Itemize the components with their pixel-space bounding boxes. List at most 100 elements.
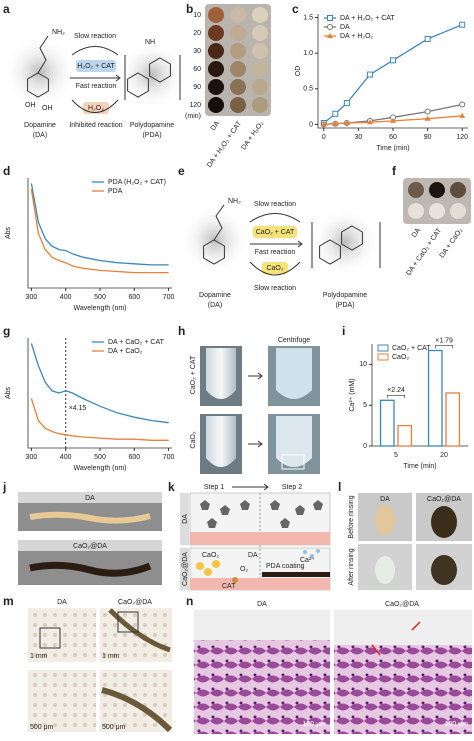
- scheme-e: NH₂ Dopamine (DA) Slow reaction CaO₂ + C…: [181, 198, 381, 309]
- scheme-label: CAT: [222, 583, 236, 590]
- step-label: Step 2: [282, 484, 302, 491]
- dopamine-icons: [200, 500, 323, 528]
- arrow: [250, 240, 303, 248]
- series-line: [30, 188, 169, 274]
- graphic: [295, 505, 305, 515]
- marker: [424, 35, 431, 42]
- x-tick-label: 300: [26, 294, 38, 301]
- tube: [276, 416, 312, 467]
- histology-n: DA CaO₂@DA 100 μm 100 μm: [194, 601, 472, 734]
- well: [208, 61, 224, 77]
- column-label: DA + H₂O₂: [240, 120, 265, 151]
- annotation: ×4.15: [69, 405, 87, 412]
- x-axis-label: Wavelength (nm): [73, 305, 126, 312]
- well: [252, 43, 268, 59]
- arrow: [249, 261, 301, 276]
- sample-label: CaO₂@DA: [118, 599, 152, 606]
- panel-label: j: [2, 480, 6, 494]
- x-tick-label: 600: [128, 294, 140, 301]
- graphic: [334, 610, 472, 645]
- panel-label: h: [178, 324, 185, 338]
- arrow: [248, 372, 263, 448]
- graphic: [194, 610, 330, 640]
- row-label: 30: [193, 48, 201, 55]
- well: [230, 25, 246, 41]
- well: [230, 79, 246, 95]
- well: [252, 61, 268, 77]
- panel-label: a: [3, 2, 10, 16]
- plate-f: DA DA + CaO₂ + CAT DA + CaO₂: [403, 178, 471, 277]
- graphic: [450, 182, 466, 198]
- atom: NH₂: [52, 29, 65, 36]
- y-tick-label: 0: [309, 121, 313, 128]
- atom: NH₂: [228, 198, 241, 205]
- x-tick-label: 700: [163, 454, 175, 461]
- zoom-box: [117, 611, 139, 633]
- graphic: [313, 500, 323, 510]
- graphic: [108, 608, 171, 653]
- panel-label: i: [342, 324, 345, 338]
- marker: [390, 57, 396, 64]
- chart: Wavelength (nm) Abs 300 400 500 600 700 PDA (H₂…: [5, 178, 175, 312]
- series-line: [30, 183, 169, 266]
- annotation: ×2.24: [387, 387, 405, 394]
- bar: [397, 424, 413, 447]
- row-label: CaO₂ + CAT: [190, 355, 197, 394]
- graphic: [429, 203, 445, 219]
- row-label: 120: [189, 102, 201, 109]
- well: [208, 97, 224, 113]
- chart: Wavelength (nm) Abs 300 400 500 600 700 ×4.15 DA…: [5, 338, 175, 472]
- y-tick-label: 0: [363, 443, 367, 450]
- glow: [118, 41, 186, 109]
- graphic: [212, 560, 220, 568]
- scheme-label: O₂: [240, 566, 248, 573]
- graphic: [207, 518, 217, 528]
- arrow: [71, 99, 119, 113]
- photos-j: DA CaO₂@DA: [18, 492, 162, 585]
- scale-bar: 1 mm: [30, 653, 48, 660]
- step-label: Centrifuge: [278, 337, 310, 344]
- marker: [332, 110, 339, 117]
- photos-l: Before rinsing After rinsing DA CaO₂@DA: [348, 493, 472, 590]
- x-tick-label: 60: [389, 134, 397, 141]
- sample: [29, 511, 151, 524]
- graphic: [280, 518, 290, 528]
- scheme-k: Step 1 Step 2 DA CaO₂@DA CaO₂ DA O₂ CAT …: [180, 483, 331, 591]
- reaction-label: Slow reaction: [254, 201, 296, 208]
- glow: [311, 208, 379, 276]
- x-tick-label: 120: [456, 134, 468, 141]
- x-tick-label: 700: [163, 294, 175, 301]
- arrow: [70, 74, 121, 82]
- legend-label: CaO₂ + CAT: [392, 345, 431, 352]
- graphic: [429, 182, 445, 198]
- panel-label: k: [168, 480, 175, 494]
- graphic: [220, 505, 230, 515]
- panel-label: c: [292, 2, 299, 16]
- scale-bar: 100 μm: [445, 721, 469, 728]
- sample-label: CaO₂@DA: [385, 601, 419, 608]
- marker: [343, 100, 350, 107]
- bracket: [311, 222, 381, 268]
- legend-label: DA + CaO₂ + CAT: [108, 339, 165, 346]
- annotation: ×1.79: [435, 337, 453, 344]
- row-label: CaO₂@DA: [182, 552, 189, 586]
- product: (PDA): [335, 302, 354, 309]
- graphic: [101, 687, 173, 733]
- product: Polydopamine: [323, 292, 367, 299]
- graphic: [232, 577, 238, 583]
- panel-label: m: [3, 594, 14, 608]
- y-tick-label: 10: [359, 361, 367, 368]
- micrographs-m: DA CaO₂@DA 1 mm 1 mm 500 μm 500 μm: [28, 599, 173, 733]
- y-axis-label: Abs: [5, 386, 12, 399]
- reactant: Dopamine: [199, 292, 231, 299]
- marker: [459, 101, 466, 108]
- x-tick-label: 500: [94, 454, 106, 461]
- arrow: [71, 46, 119, 56]
- marker: [327, 33, 333, 38]
- well: [208, 43, 224, 59]
- row-label: DA: [182, 514, 189, 524]
- well: [252, 25, 268, 41]
- graphic: [408, 203, 424, 219]
- series-line: [30, 343, 169, 424]
- bar: [445, 392, 461, 447]
